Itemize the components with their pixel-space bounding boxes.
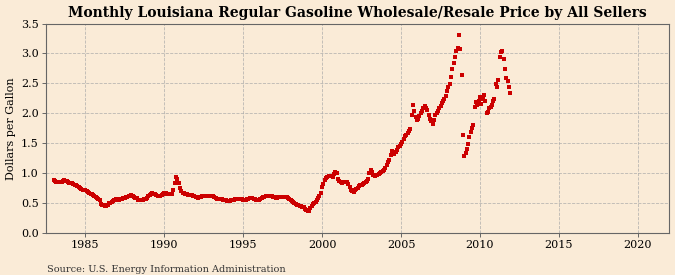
Text: Source: U.S. Energy Information Administration: Source: U.S. Energy Information Administ… xyxy=(47,265,286,274)
Y-axis label: Dollars per Gallon: Dollars per Gallon xyxy=(5,77,16,180)
Title: Monthly Louisiana Regular Gasoline Wholesale/Resale Price by All Sellers: Monthly Louisiana Regular Gasoline Whole… xyxy=(68,6,647,20)
